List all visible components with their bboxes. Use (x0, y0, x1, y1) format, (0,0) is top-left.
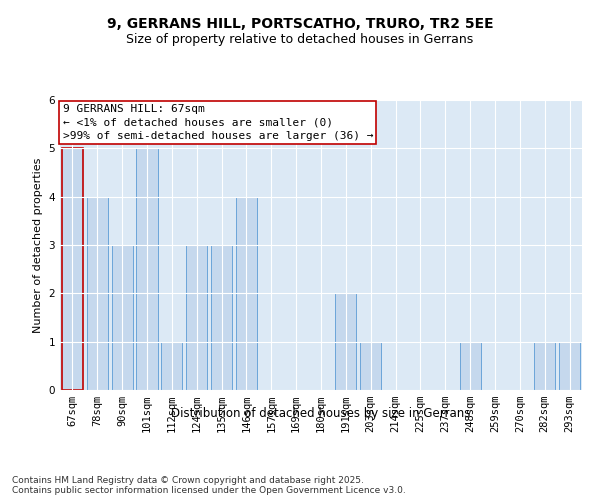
Bar (161, 342, 182, 390)
Bar (186, 245, 207, 390)
Bar (460, 342, 481, 390)
Y-axis label: Number of detached properties: Number of detached properties (33, 158, 43, 332)
Bar (534, 342, 555, 390)
Bar (236, 196, 257, 390)
Text: 9, GERRANS HILL, PORTSCATHO, TRURO, TR2 5EE: 9, GERRANS HILL, PORTSCATHO, TRURO, TR2 … (107, 18, 493, 32)
Bar (112, 245, 133, 390)
Text: 9 GERRANS HILL: 67sqm
← <1% of detached houses are smaller (0)
>99% of semi-deta: 9 GERRANS HILL: 67sqm ← <1% of detached … (62, 104, 373, 141)
Bar (211, 245, 232, 390)
Bar (136, 148, 158, 390)
Text: Size of property relative to detached houses in Gerrans: Size of property relative to detached ho… (127, 32, 473, 46)
Text: Distribution of detached houses by size in Gerrans: Distribution of detached houses by size … (172, 408, 470, 420)
Bar (62, 148, 83, 390)
Bar (559, 342, 580, 390)
Text: Contains HM Land Registry data © Crown copyright and database right 2025.
Contai: Contains HM Land Registry data © Crown c… (12, 476, 406, 495)
Bar (87, 196, 108, 390)
Bar (335, 294, 356, 390)
Bar (360, 342, 381, 390)
